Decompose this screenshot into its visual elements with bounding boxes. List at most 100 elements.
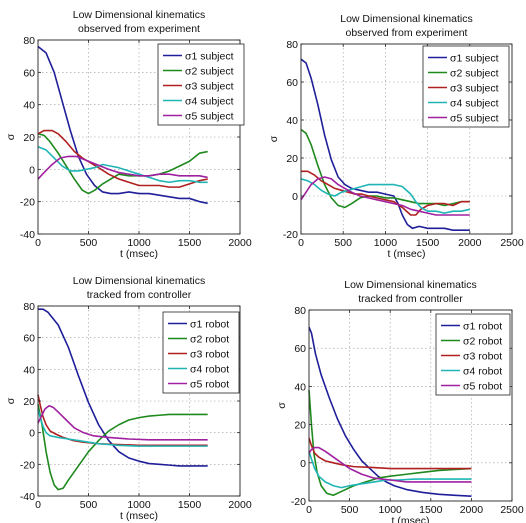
x-tick-label: 0 [35, 237, 41, 249]
y-tick-label: 20 [23, 396, 35, 408]
legend-box [162, 311, 240, 394]
chart-title: Low Dimensional kinematics [73, 275, 205, 287]
x-tick-label: 1500 [178, 237, 202, 249]
y-tick-label: -20 [20, 459, 35, 471]
x-tick-label: 1000 [374, 237, 398, 249]
x-axis-label: t (msec) [120, 248, 158, 260]
y-tick-label: 0 [300, 458, 306, 470]
y-tick-label: 20 [294, 420, 306, 432]
chart-panel-1: Low Dimensional kinematics observed from … [5, 9, 252, 260]
y-axis-label: σ [5, 133, 17, 140]
y-tick-label: 40 [286, 115, 298, 127]
legend-label-2: σ2 robot [463, 336, 502, 348]
chart-title: Low Dimensional kinematics [344, 279, 476, 291]
y-tick-label: -20 [291, 496, 306, 508]
plot-frame [300, 43, 513, 235]
series-line-4 [300, 178, 470, 214]
x-axis-label: t (msec) [120, 510, 158, 522]
legend-label-1: σ1 subject [450, 53, 499, 65]
legend: σ1 robot σ2 robot σ3 robot σ4 robot σ5 robot [435, 313, 511, 396]
y-tick-label: 60 [23, 333, 35, 345]
legend-label-4: σ4 subject [185, 96, 234, 108]
y-tick-label: 60 [23, 67, 35, 79]
x-tick-label: 1500 [178, 499, 202, 511]
series-line-1 [300, 58, 470, 231]
y-tick-label: 60 [286, 77, 298, 89]
y-tick-label: 0 [29, 164, 35, 176]
series-line-4 [308, 451, 472, 489]
y-tick-label: 40 [294, 381, 306, 393]
series-line-2 [37, 132, 208, 195]
chart-subtitle: observed from experiment [346, 27, 468, 39]
legend-label-4: σ4 robot [190, 364, 229, 376]
x-axis-label: t (msec) [392, 515, 430, 523]
x-tick-label: 0 [35, 499, 41, 511]
y-tick-label: -40 [20, 491, 35, 503]
series-line-1 [308, 326, 472, 498]
series-line-4 [37, 408, 208, 447]
legend-label-3: σ3 robot [463, 351, 502, 363]
legend-label-5: σ5 subject [185, 111, 234, 123]
x-tick-label: 1000 [379, 504, 403, 516]
x-tick-label: 500 [334, 237, 352, 249]
legend-box [157, 43, 245, 126]
x-tick-label: 500 [80, 237, 98, 249]
series-line-3 [308, 437, 472, 470]
legend-label-3: σ3 robot [190, 349, 229, 361]
x-tick-label: 1000 [127, 499, 151, 511]
chart-subtitle: tracked from controller [87, 289, 192, 301]
legend-label-2: σ2 robot [190, 334, 229, 346]
series-line-3 [301, 170, 470, 216]
legend-label-4: σ4 robot [463, 366, 502, 378]
x-tick-label: 1000 [127, 237, 151, 249]
y-tick-label: 20 [23, 132, 35, 144]
y-tick-label: 40 [23, 364, 35, 376]
legend-label-1: σ1 robot [190, 319, 229, 331]
x-tick-label: 2500 [500, 504, 524, 516]
legend-label-1: σ1 subject [185, 51, 234, 63]
series-line-5 [300, 176, 470, 216]
y-tick-label: 0 [29, 428, 35, 440]
chart-panel-2: Low Dimensional kinematics observed from … [268, 13, 524, 260]
legend-label-3: σ3 subject [185, 81, 234, 93]
series-line-1 [37, 45, 208, 205]
legend-label-3: σ3 subject [450, 83, 499, 95]
y-tick-label: 40 [23, 100, 35, 112]
x-tick-label: 2000 [228, 499, 252, 511]
y-tick-label: 80 [294, 305, 306, 317]
y-axis-label: σ [268, 135, 280, 142]
chart-panel-4: Low Dimensional kinematics tracked from c… [276, 279, 524, 523]
chart-title: Low Dimensional kinematics [340, 13, 472, 25]
y-tick-label: -20 [283, 229, 298, 241]
x-tick-label: 500 [80, 499, 98, 511]
legend-label-5: σ5 robot [190, 379, 229, 391]
plot-frame [308, 309, 513, 502]
y-tick-label: -20 [20, 197, 35, 209]
x-tick-label: 1500 [416, 237, 440, 249]
y-tick-label: 80 [286, 39, 298, 51]
y-tick-label: 0 [292, 191, 298, 203]
legend: σ1 subject σ2 subject σ3 subject σ4 subject… [422, 45, 510, 128]
x-tick-label: 1500 [419, 504, 443, 516]
series-line-1 [38, 308, 208, 467]
legend-label-5: σ5 robot [463, 381, 502, 393]
y-tick-label: 20 [286, 153, 298, 165]
legend-label-1: σ1 robot [463, 321, 502, 333]
x-tick-label: 2000 [460, 504, 484, 516]
series-line-5 [37, 155, 208, 180]
legend-label-2: σ2 subject [185, 66, 234, 78]
legend-box [422, 45, 510, 128]
y-tick-label: 80 [23, 35, 35, 47]
legend: σ1 subject σ2 subject σ3 subject σ4 subject… [157, 43, 245, 126]
y-tick-label: 80 [23, 301, 35, 313]
legend-label-5: σ5 subject [450, 113, 499, 125]
x-axis-label: t (msec) [388, 248, 426, 260]
series-line-4 [37, 145, 208, 184]
chart-subtitle: observed from experiment [78, 23, 200, 35]
series-line-3 [37, 129, 208, 188]
series-line-5 [308, 446, 472, 483]
y-axis-label: σ [276, 402, 288, 409]
x-tick-label: 0 [298, 237, 304, 249]
chart-panel-3: Low Dimensional kinematics tracked from c… [5, 275, 252, 522]
